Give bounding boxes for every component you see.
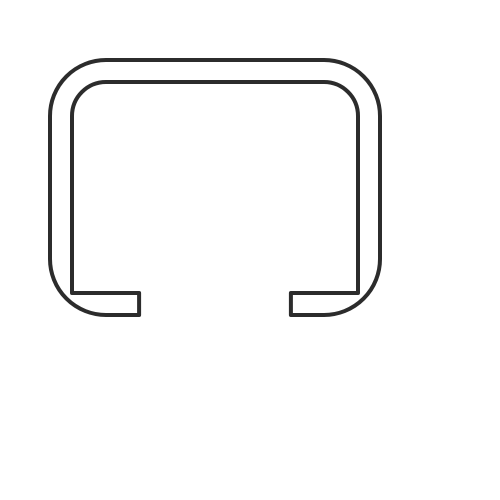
profile-outline (50, 60, 380, 315)
